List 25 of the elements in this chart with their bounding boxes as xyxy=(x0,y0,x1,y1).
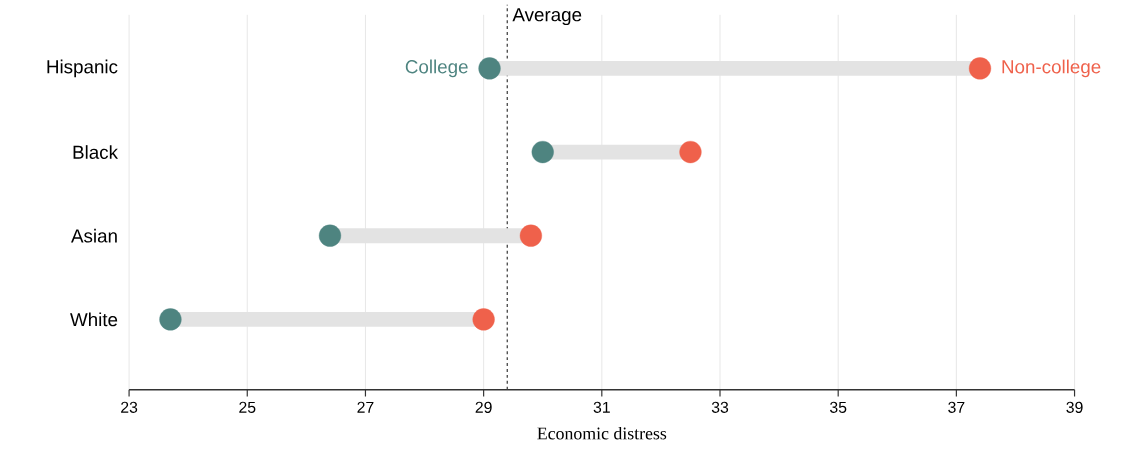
point xyxy=(159,308,182,331)
point xyxy=(472,308,495,331)
x-tick-label: 25 xyxy=(239,401,256,414)
x-tick-label: 23 xyxy=(121,401,138,414)
x-tick-label: 37 xyxy=(948,401,965,414)
y-tick-label: White xyxy=(70,312,118,327)
y-tick-label: Black xyxy=(73,145,119,160)
x-tick-label: 39 xyxy=(1066,401,1083,414)
point xyxy=(531,141,554,164)
point xyxy=(519,224,542,247)
x-tick-label: 35 xyxy=(829,401,847,414)
series-label: College xyxy=(405,59,468,78)
point xyxy=(478,57,501,80)
legend-label: Non-college xyxy=(1002,59,1101,78)
x-axis-title: Economic distress xyxy=(537,427,667,440)
y-tick-label: Hispanic xyxy=(47,59,118,78)
point xyxy=(679,141,702,164)
point xyxy=(318,224,342,247)
x-tick-label: 33 xyxy=(711,401,729,414)
point xyxy=(968,57,992,80)
x-tick-label: 31 xyxy=(593,401,610,414)
x-tick-label: 27 xyxy=(357,401,374,413)
y-tick-label: Asian xyxy=(71,228,117,243)
x-tick-label: 29 xyxy=(475,401,492,414)
ref-line-label: Average xyxy=(512,8,582,26)
